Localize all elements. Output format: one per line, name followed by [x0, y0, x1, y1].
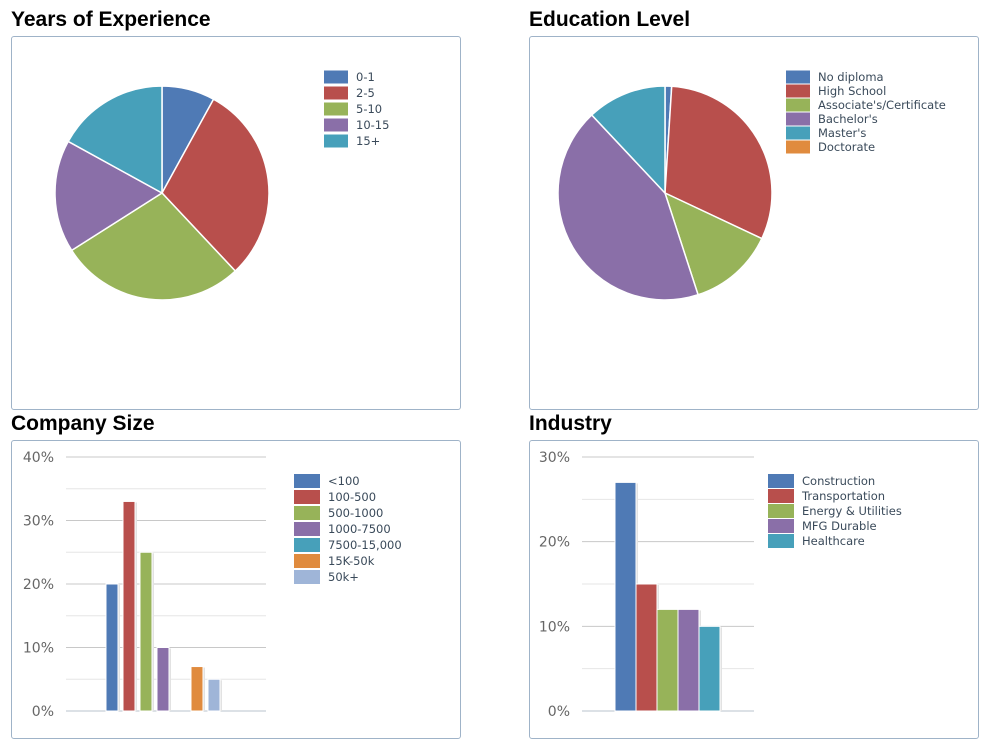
company-size-legend-swatch-500-1000 — [294, 506, 320, 520]
education-level-legend-swatch-high-school — [786, 84, 810, 98]
industry-bar-mfg-durable — [677, 608, 700, 712]
company-size-legend-swatch-1000-7500 — [294, 522, 320, 536]
bar-chart-company-size: 0% 10% 20% 30% 40% <100 100-500 500-1000 1000-75… — [23, 450, 402, 720]
industry-legend-label-mfg-durable: MFG Durable — [802, 519, 877, 533]
education-level-legend-label-bachelor-s: Bachelor's — [818, 112, 878, 126]
company-size-legend-swatch-7500-15-000 — [294, 538, 320, 552]
industry-bar-energy-utilities — [656, 608, 679, 712]
panel-company-size: 0% 10% 20% 30% 40% <100 100-500 500-1000 1000-75… — [11, 440, 461, 739]
education-level-legend-swatch-doctorate — [786, 140, 810, 154]
company-size-bar-50k — [207, 678, 221, 712]
education-level-legend-swatch-no-diploma — [786, 70, 810, 84]
industry-ytick-30: 30% — [539, 450, 570, 466]
education-level-legend-swatch-associate-s-certificate — [786, 98, 810, 112]
company-size-bar-15k-50k — [190, 666, 204, 712]
industry-ytick-10: 10% — [539, 619, 570, 635]
company-size-legend-swatch-50k — [294, 570, 320, 584]
company-size-ytick-0: 0% — [32, 704, 54, 720]
chart-title-education-level: Education Level — [529, 8, 691, 31]
bar-chart-industry: 0% 10% 20% 30% ConstructionTransportationEne… — [539, 450, 902, 720]
education-level-legend-swatch-bachelor-s — [786, 112, 810, 126]
industry-bar-healthcare — [698, 625, 721, 712]
years-experience-legend-label-15: 15+ — [356, 134, 380, 148]
years-experience-legend-label-5-10: 5-10 — [356, 102, 382, 116]
company-size-legend-swatch-15k-50k — [294, 554, 320, 568]
chart-title-years-experience: Years of Experience — [11, 8, 211, 31]
company-size-legend-label-500-1000: 500-1000 — [328, 506, 383, 520]
company-size-legend-label-100-500: 100-500 — [328, 490, 376, 504]
education-level-slice-master-s — [590, 85, 666, 195]
company-size-legend-swatch-100-500 — [294, 490, 320, 504]
years-experience-slice-15 — [67, 85, 163, 195]
education-level-legend-label-associate-s-certificate: Associate's/Certificate — [818, 98, 946, 112]
industry-ytick-0: 0% — [548, 704, 570, 720]
chart-title-company-size: Company Size — [11, 412, 155, 435]
company-size-ytick-20: 20% — [23, 577, 54, 593]
company-size-legend-label-1000-7500: 1000-7500 — [328, 522, 391, 536]
education-level-legend-label-high-school: High School — [818, 84, 886, 98]
years-experience-slice-5-10 — [70, 192, 237, 301]
education-level-slice-associate-s-certificate — [663, 191, 763, 296]
education-level-slice-bachelor-s — [557, 113, 700, 301]
industry-legend-swatch-mfg-durable — [768, 519, 794, 533]
company-size-legend-label-100: <100 — [328, 474, 360, 488]
panel-years-experience: 0-1 2-5 5-10 10-15 15+ — [11, 36, 461, 410]
years-experience-legend-swatch-5-10 — [324, 102, 348, 116]
panel-education-level: No diploma High School Associate's/Certifi… — [529, 36, 979, 410]
company-size-bar-500-1000 — [139, 551, 153, 712]
industry-legend-label-energy-utilities: Energy & Utilities — [802, 504, 902, 518]
industry-legend-swatch-energy-utilities — [768, 504, 794, 518]
industry-legend-swatch-transportation — [768, 489, 794, 503]
industry-ytick-20: 20% — [539, 535, 570, 551]
years-experience-legend-label-0-1: 0-1 — [356, 70, 375, 84]
company-size-bar-1000-7500 — [156, 647, 170, 712]
company-size-bar-100-500 — [122, 500, 136, 712]
industry-legend-swatch-healthcare — [768, 534, 794, 548]
company-size-ytick-40: 40% — [23, 450, 54, 466]
education-level-legend-label-master-s: Master's — [818, 126, 866, 140]
panel-industry: 0% 10% 20% 30% Construction Transportation Ene… — [529, 440, 979, 739]
industry-legend-label-construction: Construction — [802, 474, 875, 488]
years-experience-legend-swatch-2-5 — [324, 86, 348, 100]
company-size-legend-swatch-100 — [294, 474, 320, 488]
years-experience-legend-label-2-5: 2-5 — [356, 86, 375, 100]
industry-legend-label-healthcare: Healthcare — [802, 534, 865, 548]
years-experience-legend-label-10-15: 10-15 — [356, 118, 389, 132]
years-experience-legend-swatch-15 — [324, 134, 348, 148]
years-experience-legend-swatch-10-15 — [324, 118, 348, 132]
company-size-legend-label-7500-15-000: 7500-15,000 — [328, 538, 402, 552]
education-level-legend-label-no-diploma: No diploma — [818, 70, 884, 84]
education-level-legend-swatch-master-s — [786, 126, 810, 140]
company-size-legend-label-15k-50k: 15K-50k — [328, 554, 375, 568]
education-level-slice-high-school — [664, 85, 773, 240]
chart-title-industry: Industry — [529, 412, 612, 435]
industry-legend-swatch-construction — [768, 474, 794, 488]
company-size-legend-label-50k: 50k+ — [328, 570, 359, 584]
company-size-ytick-10: 10% — [23, 641, 54, 657]
pie-chart-years-experience: 0-1 2-5 5-10 10-15 15+ — [54, 70, 389, 301]
education-level-legend-label-doctorate: Doctorate — [818, 140, 875, 154]
years-experience-slice-2-5 — [161, 98, 270, 273]
company-size-ytick-30: 30% — [23, 514, 54, 530]
years-experience-legend-swatch-0-1 — [324, 70, 348, 84]
industry-bar-transportation — [635, 583, 658, 712]
industry-legend-label-transportation: Transportation — [801, 489, 885, 503]
industry-bar-construction — [614, 481, 637, 712]
company-size-bar-100 — [105, 583, 119, 712]
years-experience-slice-10-15 — [54, 140, 164, 252]
